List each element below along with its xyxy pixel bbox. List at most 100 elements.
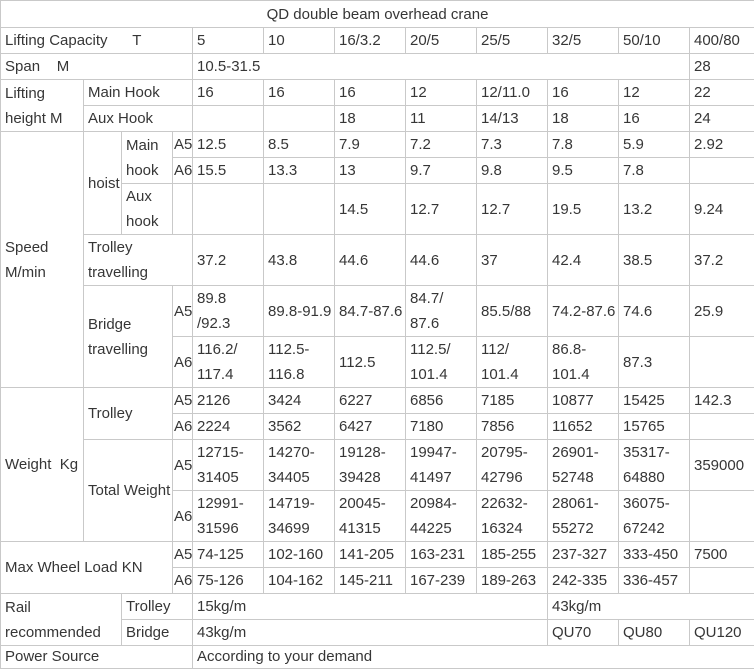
value-cell: 359000 [690, 440, 754, 491]
label-power-source: Power Source [1, 646, 193, 669]
value-cell: 20/5 [406, 28, 477, 54]
value-cell: 10 [264, 28, 335, 54]
value-cell: 75-126 [193, 568, 264, 594]
value-cell: 36075- 67242 [619, 491, 690, 542]
value-cell: 16 [619, 106, 690, 132]
value-cell: 116.2/ 117.4 [193, 337, 264, 388]
value-cell: 12/11.0 [477, 80, 548, 106]
value-cell: 13 [335, 158, 406, 184]
value-cell: 9.7 [406, 158, 477, 184]
value-cell: 25.9 [690, 286, 754, 337]
value-cell: 16 [335, 80, 406, 106]
row-bridge-a5: Bridge travelling A5 89.8 /92.3 89.8-91.… [1, 286, 754, 337]
span-range-cell: 10.5-31.5 [193, 54, 690, 80]
value-cell: 104-162 [264, 568, 335, 594]
rail-qu-cell: QU70 [548, 620, 619, 646]
value-cell: 24 [690, 106, 754, 132]
value-cell: 5.9 [619, 132, 690, 158]
label-total-weight: Total Weight [84, 440, 173, 542]
row-power-source: Power Source According to your demand [1, 646, 754, 669]
value-cell [690, 568, 754, 594]
value-cell: 19.5 [548, 184, 619, 235]
value-cell: 89.8 /92.3 [193, 286, 264, 337]
table-title: QD double beam overhead crane [1, 1, 754, 28]
value-cell: 6856 [406, 388, 477, 414]
value-cell: 26901- 52748 [548, 440, 619, 491]
value-cell: 112.5/ 101.4 [406, 337, 477, 388]
label-rail-bridge: Bridge [122, 620, 193, 646]
value-cell: 6427 [335, 414, 406, 440]
value-cell: 7.8 [619, 158, 690, 184]
span-last-cell: 28 [690, 54, 754, 80]
duty-class-a6: A6 [173, 491, 193, 542]
value-cell: 16 [264, 80, 335, 106]
value-cell: 20045- 41315 [335, 491, 406, 542]
row-hoist-main-a5: Speed M/min hoist Main hook A5 12.5 8.5 … [1, 132, 754, 158]
label-hoist-aux-hook: Aux hook [122, 184, 173, 235]
value-cell: 185-255 [477, 542, 548, 568]
value-cell: 18 [335, 106, 406, 132]
duty-class-empty [173, 184, 193, 235]
value-cell: 189-263 [477, 568, 548, 594]
value-cell: 400/80 [690, 28, 754, 54]
value-cell: 3562 [264, 414, 335, 440]
row-span: Span M 10.5-31.5 28 [1, 54, 754, 80]
duty-class-a6: A6 [173, 337, 193, 388]
value-cell: 38.5 [619, 235, 690, 286]
value-cell: 242-335 [548, 568, 619, 594]
value-cell: 2224 [193, 414, 264, 440]
value-cell: 19947- 41497 [406, 440, 477, 491]
value-cell [193, 106, 264, 132]
value-cell: 7180 [406, 414, 477, 440]
value-cell: 112.5- 116.8 [264, 337, 335, 388]
value-cell: 32/5 [548, 28, 619, 54]
value-cell: 74.6 [619, 286, 690, 337]
value-cell: 14/13 [477, 106, 548, 132]
row-title: QD double beam overhead crane [1, 1, 754, 28]
value-cell: 5 [193, 28, 264, 54]
value-cell: 15.5 [193, 158, 264, 184]
value-cell: 89.8-91.9 [264, 286, 335, 337]
value-cell: 15765 [619, 414, 690, 440]
value-cell: 14270- 34405 [264, 440, 335, 491]
label-speed: Speed M/min [1, 132, 84, 388]
value-cell: 37.2 [193, 235, 264, 286]
rail-value-cell: 43kg/m [548, 594, 754, 620]
value-cell: 142.3 [690, 388, 754, 414]
label-weight-trolley: Trolley [84, 388, 173, 440]
value-cell: 22 [690, 80, 754, 106]
value-cell: 333-450 [619, 542, 690, 568]
value-cell: 12.5 [193, 132, 264, 158]
value-cell: 7856 [477, 414, 548, 440]
value-cell: 19128- 39428 [335, 440, 406, 491]
rail-qu-cell: QU80 [619, 620, 690, 646]
value-cell: 74.2-87.6 [548, 286, 619, 337]
duty-class-a5: A5 [173, 542, 193, 568]
value-cell: 102-160 [264, 542, 335, 568]
value-cell: 14.5 [335, 184, 406, 235]
duty-class-a5: A5 [173, 286, 193, 337]
value-cell: 6227 [335, 388, 406, 414]
value-cell: 163-231 [406, 542, 477, 568]
row-trolley-travelling: Trolley travelling 37.2 43.8 44.6 44.6 3… [1, 235, 754, 286]
value-cell: 85.5/88 [477, 286, 548, 337]
row-main-hook: Lifting height M Main Hook 16 16 16 12 1… [1, 80, 754, 106]
value-cell: 16 [548, 80, 619, 106]
value-cell: 12991- 31596 [193, 491, 264, 542]
value-cell: 74-125 [193, 542, 264, 568]
label-max-wheel-load: Max Wheel Load KN [1, 542, 173, 594]
row-lifting-capacity: Lifting Capacity T 5 10 16/3.2 20/5 25/5… [1, 28, 754, 54]
value-cell: 7185 [477, 388, 548, 414]
value-cell: 16/3.2 [335, 28, 406, 54]
value-cell [690, 414, 754, 440]
value-cell: 7.3 [477, 132, 548, 158]
value-cell: 9.8 [477, 158, 548, 184]
value-cell: 3424 [264, 388, 335, 414]
value-cell: 50/10 [619, 28, 690, 54]
value-cell [193, 184, 264, 235]
label-aux-hook: Aux Hook [84, 106, 193, 132]
value-cell: 25/5 [477, 28, 548, 54]
label-trolley-travelling: Trolley travelling [84, 235, 193, 286]
label-lifting-capacity: Lifting Capacity T [1, 28, 193, 54]
row-weight-trolley-a5: Weight Kg Trolley A5 2126 3424 6227 6856… [1, 388, 754, 414]
